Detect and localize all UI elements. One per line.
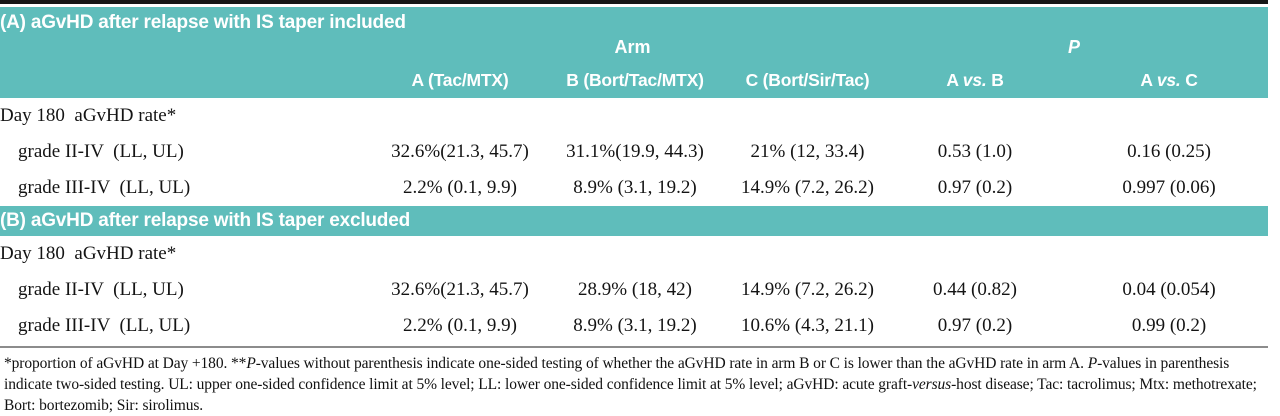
cell: 0.44 (0.82) [933,279,1017,300]
cell: 0.97 (0.2) [937,315,1013,336]
cell: 2.2% (0.1, 9.9) [403,177,517,198]
table-row: Day 180 aGvHD rate* [0,236,1268,272]
column-header-a-vs-c: A vs. C [1070,60,1269,98]
row-label-day180-a: Day 180 aGvHD rate* [0,105,177,126]
column-header-arm-b: B (Bort/Tac/MTX) [535,60,735,98]
cell: 0.53 (1.0) [937,141,1013,162]
footnote-text: *proportion of aGvHD at Day +180. ** [4,355,247,372]
footnote-text: -host disease; Tac: tacrolimus; Mtx: met… [4,376,1257,414]
footnote-p-italic: P [1087,355,1098,372]
column-header-a-vs-b: A vs. B [880,60,1070,98]
cell: 0.97 (0.2) [937,177,1013,198]
cell: 0.16 (0.25) [1127,141,1211,162]
cell [535,98,735,134]
table-row: grade II-IV (LL, UL) 32.6%(21.3, 45.7) 3… [0,134,1268,170]
column-header-arm-c: C (Bort/Sir/Tac) [735,60,880,98]
cell: 21% (12, 33.4) [750,141,865,162]
table-footnote: *proportion of aGvHD at Day +180. **P-va… [0,348,1276,416]
table-row: grade III-IV (LL, UL) 2.2% (0.1, 9.9) 8.… [0,170,1268,206]
cell: 14.9% (7.2, 26.2) [741,177,874,198]
cell: 10.6% (4.3, 21.1) [741,315,874,336]
cell [735,98,880,134]
cell: 0.997 (0.06) [1122,177,1216,198]
cell: 8.9% (3.1, 19.2) [573,177,697,198]
table-row: Day 180 aGvHD rate* [0,98,1268,134]
cell [1070,98,1268,134]
cell [535,236,735,272]
arm-group-header: Arm [385,35,880,60]
footnote-text: -values in parenthesis indicate two-side… [4,355,1230,393]
p-group-header: P [880,35,1269,60]
column-header-arm-a: A (Tac/MTX) [385,60,535,98]
agvhd-results-table: (A) aGvHD after relapse with IS taper in… [0,7,1269,344]
section-a-title: (A) aGvHD after relapse with IS taper in… [0,7,1269,35]
footnote-p-italic: P [246,355,256,372]
cell: 0.99 (0.2) [1131,315,1207,336]
cell [880,236,1070,272]
row-label-grade3-4-b: grade III-IV (LL, UL) [18,315,191,336]
cell: 0.04 (0.054) [1122,279,1216,300]
group-header-spacer [0,35,385,60]
cell: 28.9% (18, 42) [578,279,692,300]
row-label-grade3-4-a: grade III-IV (LL, UL) [18,177,191,198]
top-border-rule [0,0,1268,4]
section-a-header-row: (A) aGvHD after relapse with IS taper in… [0,7,1269,35]
cell: 32.6%(21.3, 45.7) [391,279,529,300]
column-header-row: A (Tac/MTX) B (Bort/Tac/MTX) C (Bort/Sir… [0,60,1269,98]
row-label-grade2-4-a: grade II-IV (LL, UL) [18,141,184,162]
row-label-day180-b: Day 180 aGvHD rate* [0,243,177,264]
cell: 8.9% (3.1, 19.2) [573,315,697,336]
column-header-spacer [0,60,385,98]
group-header-row: Arm P [0,35,1269,60]
cell: 31.1%(19.9, 44.3) [566,141,704,162]
cell [735,236,880,272]
cell: 14.9% (7.2, 26.2) [741,279,874,300]
row-label-grade2-4-b: grade II-IV (LL, UL) [18,279,184,300]
section-b-header-row: (B) aGvHD after relapse with IS taper ex… [0,206,1269,236]
cell [385,98,535,134]
cell [880,98,1070,134]
cell [1070,236,1268,272]
table-row: grade III-IV (LL, UL) 2.2% (0.1, 9.9) 8.… [0,308,1268,344]
footnote-versus-italic: versus [912,376,952,393]
cell: 32.6%(21.3, 45.7) [391,141,529,162]
footnote-separator-rule [0,346,1268,348]
cell [385,236,535,272]
table-row: grade II-IV (LL, UL) 32.6%(21.3, 45.7) 2… [0,272,1268,308]
footnote-text: -values without parenthesis indicate one… [255,355,1088,372]
cell: 2.2% (0.1, 9.9) [403,315,517,336]
section-b-title: (B) aGvHD after relapse with IS taper ex… [0,206,1269,236]
